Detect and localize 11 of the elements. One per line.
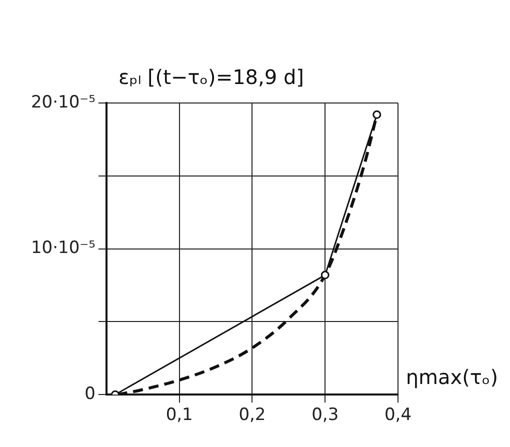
point bbox=[372, 110, 382, 119]
y-tick-label: 0 bbox=[84, 384, 96, 404]
y-tick-label: 10·10⁻⁵ bbox=[30, 238, 96, 258]
x-tick-label: 0,1 bbox=[166, 405, 193, 426]
x-tick-label: 0,3 bbox=[312, 405, 339, 426]
x-axis-title: ηmax(τₒ) bbox=[406, 364, 498, 389]
y-axis-title: εₚₗ [(t−τₒ)=18,9 d] bbox=[118, 65, 304, 90]
x-tick-label: 0,4 bbox=[384, 405, 412, 426]
x-tick-label: 0,2 bbox=[238, 405, 266, 426]
y-tick-label: 20·10⁻⁵ bbox=[30, 92, 96, 112]
point bbox=[320, 270, 330, 280]
